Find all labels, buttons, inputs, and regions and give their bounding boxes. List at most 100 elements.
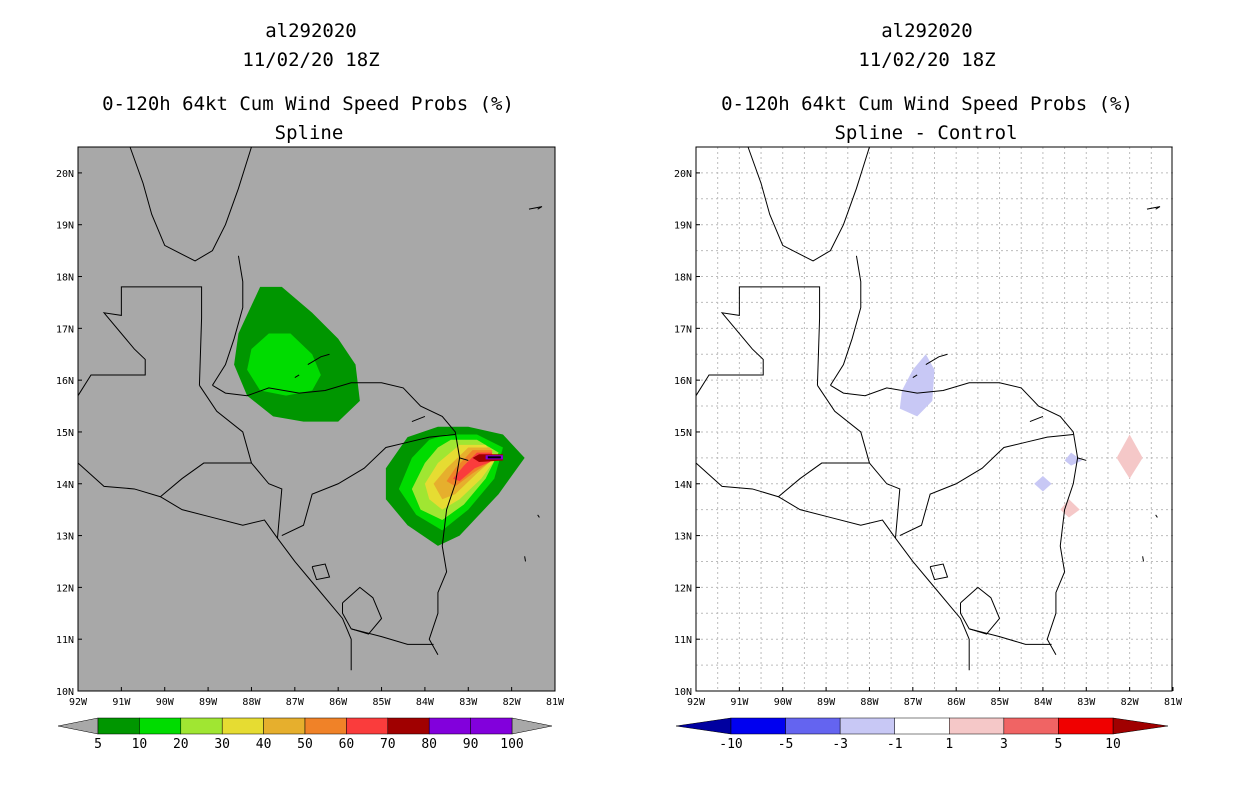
colorbar-label: 20 [173,737,189,752]
x-tick-label: 82W [1121,697,1140,708]
colorbar-swatch [949,717,1005,735]
x-tick-label: 85W [991,697,1010,708]
x-tick-label: 81W [546,697,565,708]
y-tick-label: 10N [56,687,74,698]
y-tick-label: 11N [56,635,74,646]
colorbar-over [1112,717,1169,735]
axis-ticks: 92W 91W 90W 89W 88W 87W 86W 85W 84W 83W 82W 81W 10N 1… [674,169,1183,708]
colorbar-swatch [1058,717,1114,735]
y-tick-label: 14N [56,480,74,491]
coastline [411,415,426,423]
contour-level-3 [1060,499,1080,518]
coastline [1077,457,1087,461]
coastline [1142,556,1145,562]
colorbar-label: 10 [132,737,148,752]
colorbar-label: 5 [94,737,102,752]
y-tick-label: 16N [56,376,74,387]
coastline [1155,514,1158,518]
contour-level-90 [487,456,501,459]
coastline [342,586,383,635]
coastline [77,462,352,671]
probability-fills [234,286,525,546]
map-frame [695,146,1173,692]
coastline [281,434,456,537]
x-tick-label: 86W [329,697,348,708]
right-title-svg: al292020 11/02/20 18Z 0-120h 64kt Cum Wi… [721,20,1133,144]
coastline [251,462,283,539]
coastline [929,563,949,581]
colorbar-under [57,717,99,735]
coastlines [77,146,543,671]
x-tick-label: 92W [69,697,88,708]
y-tick-label: 16N [674,376,692,387]
colorbar-label: 10 [1105,737,1121,752]
coastline [77,286,203,396]
coastline [459,457,469,461]
coastline [351,628,434,645]
y-tick-label: 15N [56,428,74,439]
colorbar-label: -5 [778,737,794,752]
colorbar-swatch [730,717,786,735]
coastline [830,255,862,386]
coastline [294,374,300,378]
y-tick-label: 12N [56,583,74,594]
y-tick-label: 12N [674,583,692,594]
colorbar-over [511,717,553,735]
y-tick-label: 20N [674,169,692,180]
x-tick-label: 84W [416,697,435,708]
left-title-svg: al292020 11/02/20 18Z 0-120h 64kt Cum Wi… [102,20,514,144]
coastline [311,563,331,581]
x-tick-label: 87W [904,697,923,708]
colorbar-swatches [57,717,553,735]
colorbar-swatch [839,717,895,735]
colorbar-under [675,717,732,735]
left-subtitle: Spline [275,122,344,144]
x-tick-label: 90W [774,697,793,708]
coastline [778,385,871,498]
coastline [969,628,1052,645]
coastline [212,255,244,386]
coastline [912,374,918,378]
x-tick-label: 90W [156,697,175,708]
right-storm-id: al292020 [881,20,973,42]
coastline [537,514,540,518]
x-tick-label: 84W [1034,697,1053,708]
right-subtitle: Spline - Control [834,122,1017,144]
colorbar-label: -3 [832,737,848,752]
grid-lines [696,146,1173,691]
contour-level--3 [1034,475,1052,492]
x-tick-label: 88W [242,697,261,708]
colorbar-label: -10 [719,737,742,752]
colorbar-swatch [263,717,306,735]
colorbar-label: 100 [500,737,523,752]
y-tick-label: 13N [56,532,74,543]
colorbar-swatch [785,717,841,735]
y-tick-label: 11N [674,635,692,646]
coastline [695,462,970,671]
colorbar-label: 1 [945,737,953,752]
right-title: 0-120h 64kt Cum Wind Speed Probs (%) [721,93,1133,115]
x-tick-label: 86W [947,697,966,708]
coastline [899,434,1074,537]
colorbar-swatches [675,717,1169,735]
coastline [695,286,821,396]
contour-level-3 [1116,434,1143,479]
colorbar-swatch [180,717,223,735]
colorbar-swatch [894,717,950,735]
y-tick-label: 14N [674,480,692,491]
colorbar-label: 5 [1055,737,1063,752]
coastline [1146,206,1161,210]
coastline [129,146,252,262]
contour-level-10 [247,333,321,396]
colorbar-swatch [470,717,513,735]
right-colorbar: -10 -5 -3 -1 1 3 5 10 [675,717,1169,752]
coastline [925,353,948,366]
colorbar-label: 80 [421,737,437,752]
colorbar-label: 70 [380,737,396,752]
x-tick-label: 83W [459,697,478,708]
colorbar-swatch [221,717,264,735]
colorbar-swatch [346,717,389,735]
x-tick-label: 81W [1164,697,1183,708]
right-map: 92W 91W 90W 89W 88W 87W 86W 85W 84W 83W 82W 81W 10N 1… [674,146,1183,708]
colorbar-swatch [304,717,347,735]
